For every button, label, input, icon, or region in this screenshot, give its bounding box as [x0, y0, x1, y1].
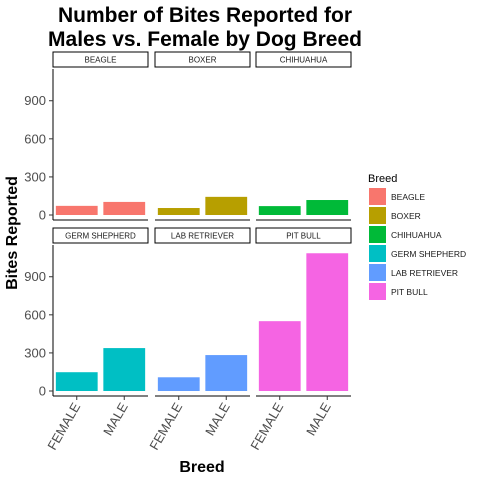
facet-panel-boxer: BOXER: [154, 51, 251, 221]
strip-label-germ-shepherd: GERM SHEPHERD: [65, 232, 136, 241]
strip-label-chihuahua: CHIHUAHUA: [280, 56, 328, 65]
x-tick-label-pit-bull-female: FEMALE: [247, 400, 286, 453]
x-axis-title: Breed: [179, 459, 224, 476]
bar-pit-bull-male: [306, 253, 349, 391]
bar-boxer-male: [205, 196, 248, 215]
legend-title: Breed: [368, 173, 397, 185]
y-tick-label-beagle-900: 900: [24, 93, 46, 108]
bar-chihuahua-male: [306, 200, 349, 215]
legend-label-boxer: BOXER: [391, 211, 421, 221]
y-tick-label-beagle-600: 600: [24, 131, 46, 146]
y-tick-label-beagle-0: 0: [39, 208, 46, 223]
y-tick-label-germ-shepherd-600: 600: [24, 307, 46, 322]
bar-beagle-male: [103, 201, 146, 215]
strip-label-lab-retriever: LAB RETRIEVER: [171, 232, 234, 241]
legend-label-beagle: BEAGLE: [391, 192, 425, 202]
strip-label-beagle: BEAGLE: [84, 56, 116, 65]
strip-label-pit-bull: PIT BULL: [286, 232, 321, 241]
strip-box-lab-retriever: [154, 227, 251, 244]
legend-swatch-beagle: [369, 188, 386, 205]
bar-pit-bull-female: [258, 321, 301, 391]
y-tick-label-germ-shepherd-300: 300: [24, 345, 46, 360]
legend-label-germ-shepherd: GERM SHEPHERD: [391, 249, 466, 259]
facet-panel-beagle: BEAGLE 0 300 600 900: [24, 51, 149, 223]
y-tick-label-beagle-300: 300: [24, 169, 46, 184]
legend-swatch-boxer: [369, 207, 386, 224]
y-tick-label-germ-shepherd-0: 0: [39, 384, 46, 399]
bar-boxer-female: [157, 208, 200, 215]
legend-label-pit-bull: PIT BULL: [391, 287, 428, 297]
y-tick-label-germ-shepherd-900: 900: [24, 269, 46, 284]
x-tick-label-germ-shepherd-male: MALE: [100, 400, 131, 438]
facet-panels: BEAGLE 0 300 600 900 BOXER CHIHUAHUA GERM SHEPH…: [24, 51, 352, 453]
x-tick-label-lab-retriever-male: MALE: [202, 400, 233, 438]
legend-swatch-chihuahua: [369, 226, 386, 243]
y-axis-title: Bites Reported: [4, 176, 21, 290]
chart-title-line-2: Males vs. Female by Dog Breed: [48, 28, 362, 51]
chart-title-line-1: Number of Bites Reported for: [58, 4, 352, 27]
strip-box-pit-bull: [255, 227, 352, 244]
legend: Breed BEAGLE BOXER CHIHUAHUA GERM SHEPHERD L…: [368, 173, 466, 300]
legend-label-chihuahua: CHIHUAHUA: [391, 230, 442, 240]
strip-box-chihuahua: [255, 51, 352, 68]
strip-box-beagle: [52, 51, 149, 68]
bar-beagle-female: [55, 205, 98, 215]
facet-panel-germ-shepherd: GERM SHEPHERD 0 300 600 900 FEMALE MALE: [24, 227, 149, 453]
legend-swatch-lab-retriever: [369, 264, 386, 281]
facet-panel-pit-bull: PIT BULL FEMALE MALE: [247, 227, 352, 453]
strip-label-boxer: BOXER: [188, 56, 216, 65]
bar-germ-shepherd-female: [55, 372, 98, 391]
legend-swatch-germ-shepherd: [369, 245, 386, 262]
facet-panel-chihuahua: CHIHUAHUA: [255, 51, 352, 221]
legend-label-lab-retriever: LAB RETRIEVER: [391, 268, 458, 278]
legend-swatch-pit-bull: [369, 283, 386, 300]
bar-lab-retriever-female: [157, 377, 200, 391]
facet-panel-lab-retriever: LAB RETRIEVER FEMALE MALE: [146, 227, 251, 453]
bar-germ-shepherd-male: [103, 348, 146, 391]
strip-box-germ-shepherd: [52, 227, 149, 244]
bar-chihuahua-female: [258, 206, 301, 215]
strip-box-boxer: [154, 51, 251, 68]
x-tick-label-lab-retriever-female: FEMALE: [146, 400, 185, 453]
x-tick-label-pit-bull-male: MALE: [303, 400, 334, 438]
x-tick-label-germ-shepherd-female: FEMALE: [44, 400, 83, 453]
bar-lab-retriever-male: [205, 355, 248, 391]
